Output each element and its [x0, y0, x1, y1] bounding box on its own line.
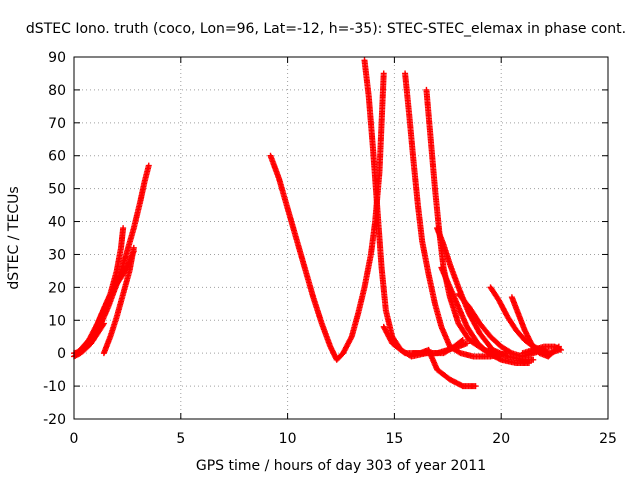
series-pass-f: [267, 70, 387, 363]
x-tick-label: 15: [385, 431, 403, 447]
y-tick-label: 10: [48, 313, 66, 329]
chart-title: dSTEC Iono. truth (coco, Lon=96, Lat=-12…: [26, 21, 626, 37]
y-tick-label: 70: [48, 116, 66, 132]
data-point-marker: [525, 360, 532, 367]
x-tick-label: 0: [70, 431, 79, 447]
series-pass-e: [71, 320, 107, 360]
y-axis-label: dSTEC / TECUs: [6, 186, 22, 289]
data-point-marker: [380, 70, 387, 77]
x-axis-label: GPS time / hours of day 303 of year 2011: [196, 458, 486, 474]
data-point-marker: [464, 340, 471, 347]
y-tick-label: -20: [43, 412, 66, 428]
y-tick-label: 60: [48, 149, 66, 165]
x-tick-label: 25: [599, 431, 617, 447]
data-point-marker: [472, 383, 479, 390]
series-pass-c: [77, 248, 137, 353]
data-point-marker: [530, 356, 537, 363]
data-point-marker: [130, 244, 137, 251]
data-series: [71, 57, 565, 390]
data-point-marker: [100, 320, 107, 327]
y-tick-label: 50: [48, 182, 66, 198]
x-tick-label: 10: [279, 431, 297, 447]
series-pass-h: [402, 70, 509, 360]
series-pass-g: [361, 57, 466, 360]
y-tick-label: 40: [48, 215, 66, 231]
series-pass-b: [73, 225, 127, 357]
y-tick-label: 20: [48, 280, 66, 296]
series-pass-d: [100, 244, 137, 357]
series-pass-k: [438, 264, 532, 367]
y-tick-label: 80: [48, 83, 66, 99]
series-pass-p: [380, 323, 479, 390]
y-tick-label: 0: [57, 346, 66, 362]
y-tick-label: -10: [43, 379, 66, 395]
y-tick-label: 30: [48, 247, 66, 263]
series-pass-j: [434, 225, 537, 363]
data-point-marker: [145, 162, 152, 169]
data-point-marker: [120, 225, 127, 232]
x-tick-label: 5: [176, 431, 185, 447]
plot-frame: [73, 56, 609, 420]
data-point-marker: [558, 346, 565, 353]
axes: 0 5 10 15 20 25 -20 -10 0 10 20 30 40 50 60 70 80 90: [43, 50, 617, 447]
series-pass-q: [519, 343, 565, 357]
x-tick-label: 20: [492, 431, 510, 447]
y-tick-label: 90: [48, 50, 66, 66]
